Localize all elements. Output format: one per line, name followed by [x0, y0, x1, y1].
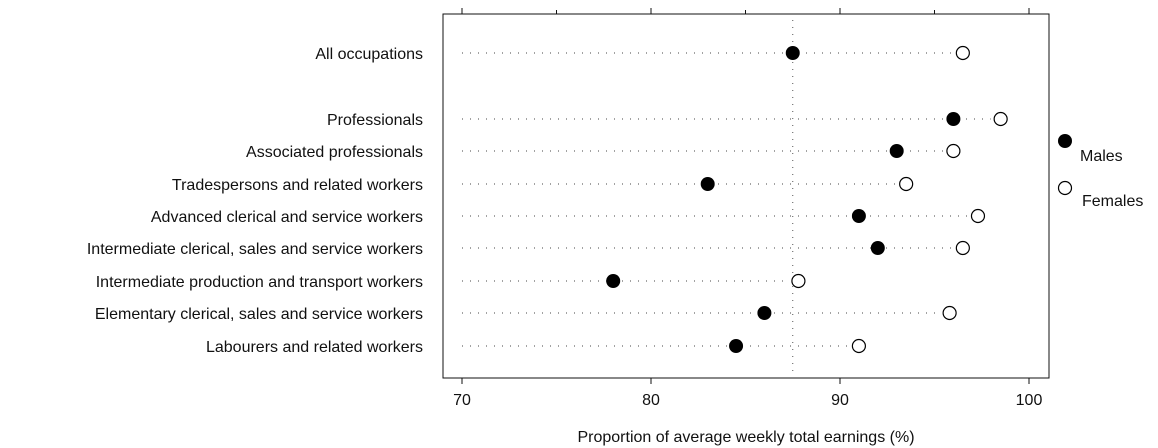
- row-label: Professionals: [327, 112, 423, 129]
- x-tick-label: 70: [453, 392, 471, 409]
- female-point: [791, 273, 806, 289]
- female-point: [955, 240, 970, 256]
- female-point: [899, 176, 914, 192]
- male-point: [946, 112, 961, 126]
- row-label: Associated professionals: [246, 144, 423, 161]
- male-point: [729, 339, 744, 353]
- female-point: [993, 111, 1008, 127]
- male-point: [870, 241, 885, 255]
- legend-label-males: Males: [1080, 148, 1123, 165]
- male-point: [606, 274, 621, 288]
- x-axis-ticks: 70 80 90 100: [453, 8, 1042, 409]
- legend: Males Females: [1057, 134, 1143, 210]
- x-tick-label: 80: [642, 392, 660, 409]
- female-point: [946, 143, 961, 159]
- female-point: [955, 45, 970, 61]
- legend-label-females: Females: [1082, 193, 1143, 210]
- x-axis-title: Proportion of average weekly total earni…: [577, 429, 914, 446]
- male-point: [757, 306, 772, 320]
- male-point: [851, 209, 866, 223]
- male-point: [700, 177, 715, 191]
- row-label: Intermediate clerical, sales and service…: [87, 241, 423, 258]
- row-labels: All occupations Professionals Associated p…: [87, 46, 423, 356]
- data-markers: [606, 45, 1008, 354]
- row-label: All occupations: [315, 46, 423, 63]
- legend-marker-males: [1058, 134, 1072, 148]
- legend-marker-females: [1057, 180, 1073, 196]
- row-label: Advanced clerical and service workers: [151, 209, 423, 226]
- row-label: Tradespersons and related workers: [172, 177, 423, 194]
- male-point: [889, 144, 904, 158]
- plot-frame: [442, 13, 1050, 379]
- row-label: Elementary clerical, sales and service w…: [95, 306, 423, 323]
- leader-dots-layer: [462, 52, 991, 347]
- male-point: [785, 46, 800, 60]
- female-point: [851, 338, 867, 354]
- row-label: Intermediate production and transport wo…: [96, 274, 423, 291]
- x-tick-label: 90: [831, 392, 849, 409]
- x-tick-label: 100: [1016, 392, 1043, 409]
- female-point: [970, 208, 986, 224]
- female-point: [942, 305, 957, 321]
- row-label: Labourers and related workers: [206, 339, 423, 356]
